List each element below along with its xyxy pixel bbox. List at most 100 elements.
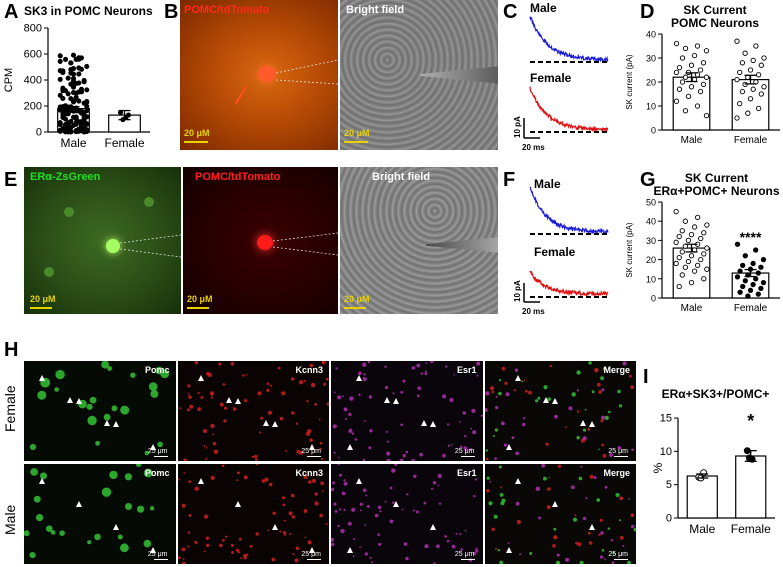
fish-signal (604, 415, 609, 420)
fish-signal (230, 551, 234, 554)
data-point (57, 53, 63, 59)
data-point (62, 129, 69, 135)
data-point (703, 112, 710, 119)
fish-signal (87, 415, 97, 426)
arrowhead-icon (347, 444, 353, 450)
channel-label: Kcnn3 (295, 468, 323, 478)
data-point (70, 99, 77, 105)
fish-signal (552, 527, 556, 531)
data-point (747, 67, 754, 73)
fish-signal (473, 494, 476, 498)
fish-signal (334, 510, 338, 513)
fish-signal (400, 390, 404, 394)
fish-signal (241, 374, 244, 377)
fish-signal (587, 531, 591, 535)
fish-signal (564, 557, 569, 562)
fish-signal (283, 534, 286, 536)
data-point (704, 266, 710, 272)
fish-signal (117, 534, 123, 540)
fish-signal (267, 410, 272, 415)
fish-signal (290, 377, 294, 381)
fish-signal (591, 390, 594, 394)
category-label: Female (734, 135, 768, 146)
fish-signal (223, 406, 227, 410)
fish-signal (630, 448, 634, 452)
fish-signal (630, 513, 634, 517)
category-label: Female (731, 522, 771, 536)
fish-signal (222, 383, 225, 386)
scale-bar-label: 25 μm (454, 448, 475, 455)
data-point (57, 58, 63, 64)
fish-signal (358, 371, 362, 375)
fish-signal (251, 455, 254, 458)
fish-signal (534, 399, 538, 403)
data-point (673, 40, 680, 47)
fish-signal (319, 447, 322, 451)
fish-signal (535, 486, 540, 491)
fish-signal (599, 518, 603, 522)
fish-signal (202, 429, 207, 433)
fish-signal (59, 530, 65, 536)
fish-signal (570, 485, 575, 490)
fish-signal (221, 464, 224, 468)
fish-signal (307, 540, 312, 545)
fish-signal (254, 458, 258, 461)
fish-signal (89, 396, 97, 404)
fish-signal (521, 422, 525, 427)
fish-signal (600, 388, 604, 392)
arrowhead-icon (347, 547, 353, 553)
fish-signal (291, 553, 295, 556)
data-point (694, 262, 701, 269)
fish-signal (314, 492, 318, 496)
fish-signal (290, 493, 294, 498)
data-point (70, 71, 77, 77)
fish-signal (219, 402, 224, 407)
fish-signal (302, 379, 306, 383)
fish-signal (553, 414, 558, 419)
data-point (676, 86, 683, 92)
fish-signal (259, 416, 263, 420)
fish-signal (419, 452, 423, 457)
arrowhead-icon (271, 524, 278, 530)
data-point (734, 38, 740, 44)
data-point (700, 81, 707, 88)
fish-signal (302, 475, 307, 480)
data-point (688, 84, 695, 90)
trace-male-label: Male (534, 177, 561, 191)
arrowhead-icon (551, 398, 558, 404)
data-point (755, 270, 761, 276)
channel-label: Merge (603, 468, 630, 478)
fish-signal (475, 547, 478, 550)
fish-signal (37, 390, 47, 400)
fish-signal (619, 535, 624, 540)
labeled-neuron (106, 239, 120, 253)
arrowhead-icon (76, 398, 82, 404)
fish-signal (243, 475, 248, 480)
data-point (737, 100, 743, 107)
fish-signal (423, 501, 427, 505)
fish-signal (377, 505, 382, 510)
fish-signal (618, 519, 621, 522)
fish-signal (29, 443, 37, 451)
pomc-tdtomato-image: POMC/tdTomato 20 μM (180, 0, 338, 150)
fish-signal (588, 541, 592, 545)
data-point (688, 231, 695, 238)
fish-signal (363, 420, 366, 422)
fish-signal (244, 373, 247, 376)
data-point (682, 108, 689, 114)
fish-signal (143, 468, 153, 478)
fish-signal (546, 397, 551, 401)
fish-signal (630, 524, 634, 529)
data-point (734, 241, 741, 247)
scale-bar-label: 20 μM (344, 294, 370, 304)
arrowhead-icon (197, 375, 204, 381)
data-point (679, 79, 686, 85)
fish-signal (394, 464, 398, 466)
channel-label: Merge (603, 365, 630, 375)
fish-signal (125, 503, 132, 510)
era-zsgreen-label: ERα-ZsGreen (30, 171, 101, 183)
fish-signal (433, 562, 436, 564)
fish-signal (424, 370, 427, 373)
fish-signal (503, 443, 507, 447)
bar-female (735, 455, 767, 519)
